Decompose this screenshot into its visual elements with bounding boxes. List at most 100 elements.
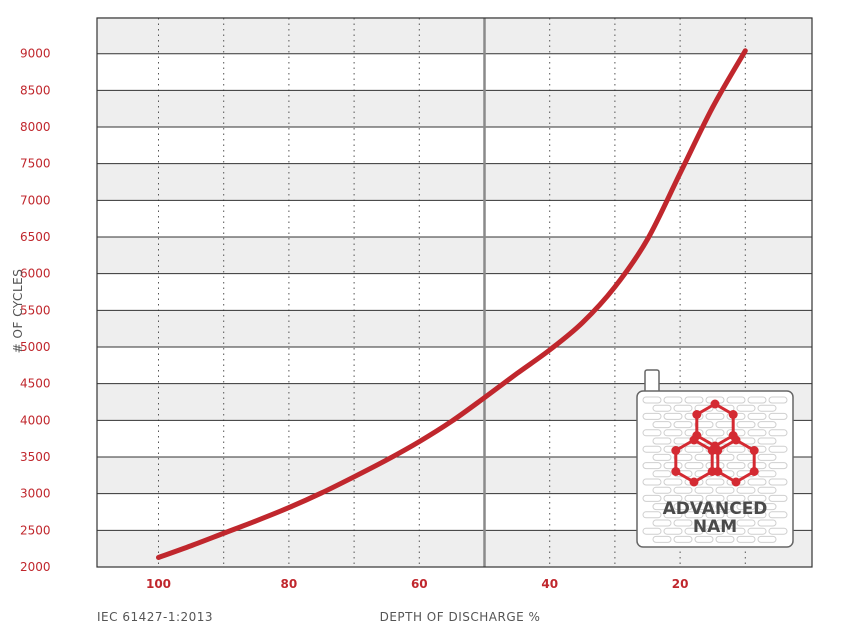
molecule-atom	[689, 477, 699, 487]
cell	[642, 478, 662, 486]
cell	[768, 396, 788, 404]
x-tick-labels: 100 80 60 40 20	[146, 577, 688, 591]
y-tick-label: 9000	[20, 47, 51, 61]
cell	[642, 511, 662, 519]
cell	[747, 429, 767, 437]
y-tick-label: 8000	[20, 120, 51, 134]
plot-frame	[96, 17, 813, 568]
cell	[757, 421, 777, 429]
cell	[768, 445, 788, 453]
cell	[726, 494, 746, 502]
molecule-atom	[728, 410, 738, 419]
logo-line1: ADVANCED	[663, 499, 768, 519]
cell	[663, 478, 683, 486]
cell	[768, 511, 788, 519]
cell	[726, 462, 746, 470]
cell	[715, 519, 735, 527]
data-series-line	[156, 48, 748, 560]
x-tick-label: 80	[281, 577, 298, 591]
cell	[642, 412, 662, 420]
cell	[694, 421, 714, 429]
x-tick-label: 40	[541, 577, 558, 591]
cell	[705, 494, 725, 502]
cell	[673, 421, 693, 429]
row-band	[97, 310, 812, 348]
cell	[694, 535, 714, 543]
y-tick-label: 2500	[20, 523, 51, 537]
cell	[715, 453, 735, 461]
y-tick-label: 2000	[20, 560, 51, 574]
cell	[642, 494, 662, 502]
cell	[747, 527, 767, 535]
cell	[663, 429, 683, 437]
cell	[642, 445, 662, 453]
advanced-nam-logo: ADVANCED NAM	[636, 369, 794, 548]
cell	[705, 429, 725, 437]
cell	[768, 478, 788, 486]
cell	[715, 503, 735, 511]
y-tick-label: 3000	[20, 487, 51, 501]
cell	[768, 527, 788, 535]
cell	[757, 503, 777, 511]
cell	[768, 494, 788, 502]
cell	[757, 453, 777, 461]
cell	[673, 404, 693, 412]
cell	[736, 421, 756, 429]
molecule-atom	[671, 446, 681, 455]
cell	[684, 396, 704, 404]
x-tick-label: 100	[146, 577, 171, 591]
molecule-atom	[692, 410, 702, 419]
y-tick-label: 4000	[20, 413, 51, 427]
molecule-icon	[671, 399, 759, 487]
cell	[736, 486, 756, 494]
cell	[757, 486, 777, 494]
cell	[715, 486, 735, 494]
logo-line2: NAM	[693, 517, 737, 537]
cell	[705, 412, 725, 420]
cell	[663, 494, 683, 502]
cell	[757, 404, 777, 412]
cell	[705, 511, 725, 519]
y-tick-label: 6000	[20, 267, 51, 281]
y-tick-label: 7500	[20, 157, 51, 171]
cell	[663, 511, 683, 519]
molecule-atom	[749, 446, 759, 455]
y-tick-label: 5000	[20, 340, 51, 354]
y-tick-labels: 2000 2500 3000 3500 4000 4500 5000 5500 6000 6500…	[20, 47, 51, 574]
cell	[747, 478, 767, 486]
cell	[684, 494, 704, 502]
cell	[673, 535, 693, 543]
molecule-atom	[731, 477, 741, 487]
cell	[663, 396, 683, 404]
cell	[726, 511, 746, 519]
molecule-atom	[689, 435, 699, 445]
cell	[652, 535, 672, 543]
cell	[747, 494, 767, 502]
cell	[663, 412, 683, 420]
cell	[715, 535, 735, 543]
y-tick-label: 6500	[20, 230, 51, 244]
cell	[736, 503, 756, 511]
x-axis-label: DEPTH OF DISCHARGE %	[380, 610, 541, 624]
cell	[652, 486, 672, 494]
cell	[652, 519, 672, 527]
cell	[694, 519, 714, 527]
cell	[673, 453, 693, 461]
cell	[663, 527, 683, 535]
cell	[747, 511, 767, 519]
cell	[726, 396, 746, 404]
y-tick-label: 4500	[20, 377, 51, 391]
cell	[705, 478, 725, 486]
row-band	[97, 163, 812, 201]
cell	[747, 412, 767, 420]
cell	[705, 527, 725, 535]
cell	[673, 519, 693, 527]
cell	[652, 503, 672, 511]
cell	[642, 429, 662, 437]
x-tick-label: 60	[411, 577, 428, 591]
row-band	[97, 90, 812, 128]
row-band	[97, 237, 812, 274]
cell	[768, 462, 788, 470]
y-tick-label: 5500	[20, 303, 51, 317]
cell	[747, 396, 767, 404]
